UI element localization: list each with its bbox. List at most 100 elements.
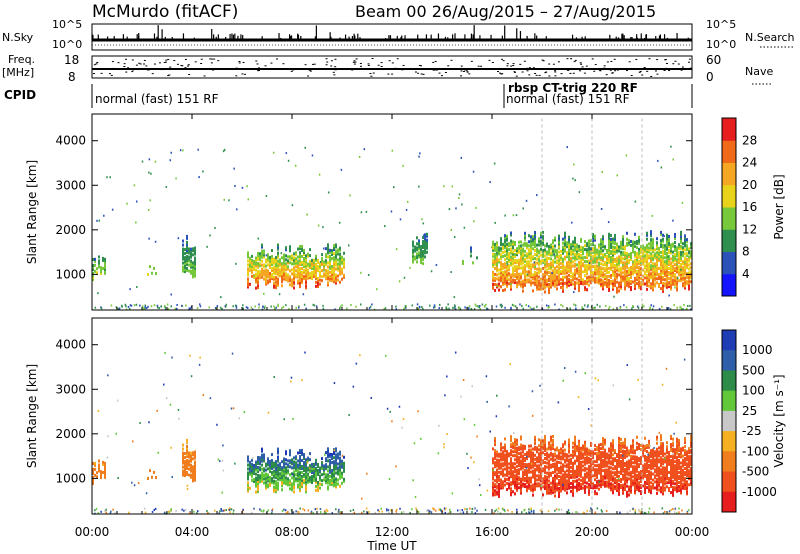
echo-cell	[335, 275, 337, 279]
echo-cell	[305, 266, 307, 270]
echo-cell	[524, 257, 526, 261]
echo-cell	[638, 247, 640, 251]
echo-cell	[339, 474, 341, 478]
echo-cell	[325, 273, 327, 277]
echo-cell	[498, 248, 500, 252]
echo-cell	[96, 271, 98, 275]
echo-cell	[261, 449, 263, 453]
echo-cell	[186, 242, 188, 246]
nave-mark	[391, 62, 394, 64]
scatter-cell	[572, 177, 574, 180]
echo-cell	[554, 266, 556, 270]
echo-cell	[690, 280, 692, 284]
echo-cell	[552, 269, 554, 273]
echo-cell	[594, 278, 596, 282]
echo-cell	[534, 242, 536, 246]
echo-cell	[578, 445, 580, 449]
echo-cell	[325, 269, 327, 273]
echo-cell	[269, 475, 271, 479]
echo-cell	[307, 252, 309, 256]
echo-cell	[544, 452, 546, 456]
echo-cell	[275, 260, 277, 264]
echo-cell	[259, 254, 261, 258]
echo-cell	[602, 273, 604, 277]
echo-cell	[512, 260, 514, 264]
echo-cell	[604, 267, 606, 271]
echo-cell	[580, 253, 582, 257]
nave-mark	[580, 63, 583, 65]
echo-cell	[514, 267, 516, 271]
echo-cell	[492, 274, 494, 278]
echo-cell	[510, 461, 512, 465]
echo-cell	[664, 268, 666, 272]
echo-cell	[630, 274, 632, 278]
echo-cell	[516, 273, 518, 277]
echo-cell	[273, 285, 275, 289]
echo-cell	[572, 278, 574, 282]
echo-cell	[646, 255, 648, 259]
echo-cell	[528, 244, 530, 248]
echo-cell	[512, 482, 514, 486]
nave-mark	[112, 67, 115, 69]
echo-cell	[614, 241, 616, 245]
echo-cell	[269, 459, 271, 463]
nave-mark	[605, 74, 608, 76]
echo-cell	[295, 467, 297, 471]
scatter-cell	[454, 305, 456, 308]
echo-cell	[540, 281, 542, 285]
echo-cell	[550, 447, 552, 451]
echo-cell	[684, 256, 686, 260]
echo-cell	[608, 242, 610, 246]
echo-cell	[548, 483, 550, 487]
scatter-cell	[341, 304, 343, 307]
echo-cell	[516, 440, 518, 444]
echo-cell	[506, 280, 508, 284]
echo-cell	[327, 447, 329, 451]
echo-cell	[321, 253, 323, 257]
echo-cell	[313, 472, 315, 476]
echo-cell	[247, 255, 249, 259]
echo-cell	[628, 243, 630, 247]
scatter-cell	[369, 305, 372, 308]
echo-cell	[500, 265, 502, 269]
echo-cell	[263, 467, 265, 471]
echo-cell	[580, 265, 582, 269]
echo-cell	[600, 278, 602, 282]
echo-cell	[618, 255, 620, 259]
scatter-cell	[360, 271, 362, 274]
echo-cell	[285, 258, 287, 262]
echo-cell	[620, 258, 622, 262]
echo-cell	[518, 250, 520, 254]
echo-cell	[516, 446, 518, 450]
echo-cell	[104, 475, 106, 479]
scatter-cell	[150, 305, 153, 308]
echo-cell	[412, 250, 414, 254]
echo-cell	[271, 259, 273, 263]
echo-cell	[257, 490, 259, 494]
echo-cell	[337, 454, 339, 458]
echo-cell	[333, 466, 335, 470]
nsky-frame	[91, 23, 693, 51]
echo-cell	[299, 451, 301, 455]
echo-cell	[688, 257, 690, 261]
echo-cell	[504, 453, 506, 457]
scatter-cell	[206, 245, 208, 248]
echo-cell	[261, 477, 263, 481]
scatter-cell	[506, 263, 509, 266]
echo-cell	[184, 260, 186, 264]
echo-cell	[666, 255, 668, 259]
echo-cell	[554, 462, 556, 466]
echo-cell	[672, 278, 674, 282]
echo-cell	[293, 268, 295, 272]
echo-cell	[500, 448, 502, 452]
echo-cell	[584, 468, 586, 472]
echo-cell	[522, 271, 524, 275]
echo-cell	[554, 248, 556, 252]
echo-cell	[494, 276, 496, 280]
echo-cell	[102, 266, 104, 270]
echo-cell	[285, 450, 287, 454]
echo-cell	[516, 275, 518, 279]
echo-cell	[614, 284, 616, 288]
echo-cell	[612, 249, 614, 253]
